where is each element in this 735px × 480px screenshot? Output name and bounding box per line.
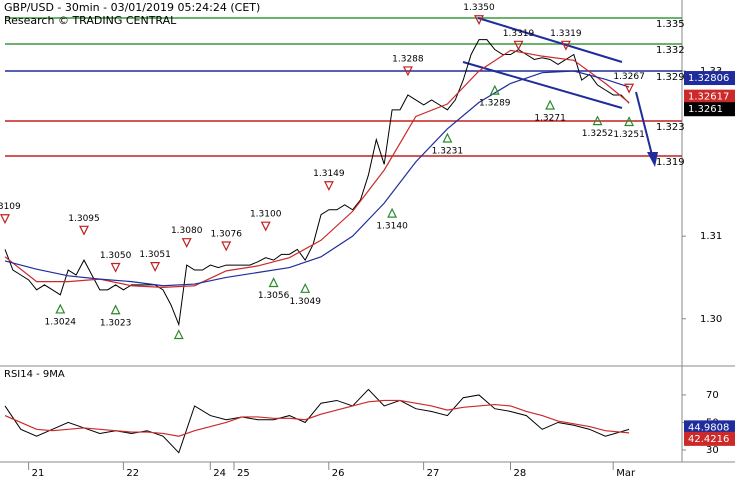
pivot-label: 1.3267 [613,72,645,82]
pivot-label: 1.3149 [313,169,345,179]
pivot-label: 1.3252 [582,129,614,139]
pivot-marker [150,262,161,272]
pivot-label: 1.3051 [139,250,171,260]
y-tick-label: 30 [706,445,719,456]
pivot-label: 1.3100 [250,210,282,220]
x-tick-label: 26 [332,468,345,479]
pivot-marker [387,207,398,218]
pivot-label: 1.3319 [503,29,535,39]
last-value-label: 42.4216 [688,434,729,445]
chart-subtitle: Research © TRADING CENTRAL [4,14,177,27]
y-tick-label: 70 [706,390,719,401]
last-value-box [684,431,735,446]
pivot-marker [402,66,413,77]
forecast-arrowhead [647,152,658,167]
level-label: 1.335 [656,19,685,30]
x-tick-label: 25 [237,468,250,479]
pivot-marker [624,116,635,127]
pivot-marker [323,181,334,192]
pivot-marker [221,241,232,252]
pivot-label: 1.3109 [0,202,21,212]
pivot-marker [268,277,279,288]
level-label: 1.329 [656,72,685,83]
series-line [4,70,630,287]
pivot-marker [110,304,121,315]
pivot-marker [513,40,524,51]
last-value-box [684,420,735,435]
x-tick-label: 22 [126,468,139,479]
pivot-label: 1.3289 [479,99,511,109]
pivot-label: 1.3140 [376,222,408,232]
pivot-label: 1.3288 [392,54,424,64]
pivot-label: 1.3095 [68,214,100,224]
pivot-marker [0,214,10,225]
pivot-marker [560,40,571,51]
x-tick-label: 27 [427,468,440,479]
pivot-label: 1.3271 [534,113,566,123]
last-value-box [684,89,735,104]
level-label: 1.332 [656,45,685,56]
last-value-box [684,102,735,117]
x-tick-label: 28 [514,468,527,479]
pivot-marker [173,329,184,340]
x-tick-label: 24 [213,468,226,479]
pivot-marker [55,303,66,314]
channel-line [462,61,623,109]
pivot-label: 1.3050 [100,251,132,261]
pivot-label: 1.3319 [550,29,582,39]
pivot-marker [489,84,500,95]
last-value-box [684,71,735,86]
pivot-marker [181,238,192,249]
pivot-label: 1.3076 [210,229,242,239]
pivot-marker [79,225,89,236]
x-tick-label: 21 [32,468,45,479]
pivot-label: 1.3231 [432,146,464,156]
level-label: 1.323 [656,122,685,133]
pivot-marker [110,262,121,273]
pivot-label: 1.3024 [45,317,77,327]
pivot-marker [474,15,484,26]
levels: 1.335 1.332 1.329 1.323 1.319 [5,17,685,168]
pivot-label: 1.3350 [463,3,495,13]
pivot-label: 1.3251 [613,130,645,140]
last-value-label: 1.32806 [688,73,729,84]
y-tick-label: 1.31 [700,231,722,242]
last-value-label: 1.32617 [688,92,729,103]
pivot-label: 1.3049 [289,297,321,307]
pivot-label: 1.3080 [171,226,203,236]
y-tick-label: 1.30 [700,314,722,325]
pivot-marker [442,132,453,143]
chart-title: GBP/USD - 30min - 03/01/2019 05:24:24 (C… [4,1,260,14]
pivot-label: 1.3023 [100,318,132,328]
pivot-marker [300,282,311,293]
level-label: 1.319 [656,157,685,168]
series-line [4,388,630,454]
last-value-label: 1.3261 [688,104,723,115]
x-tick-label: Mar [616,468,636,479]
series-line [4,399,630,437]
series-line [4,49,630,288]
forecast-arrow [635,91,653,156]
pivot-marker [592,115,603,126]
pivot-marker [260,221,271,232]
last-value-label: 44.9808 [688,422,729,433]
rsi-title: RSI14 - 9MA [4,369,65,380]
series-line [4,39,630,327]
pivot-marker [624,83,635,94]
pivot-marker [545,99,556,110]
pivot-label: 1.3056 [258,291,290,301]
channel-line [477,17,623,63]
